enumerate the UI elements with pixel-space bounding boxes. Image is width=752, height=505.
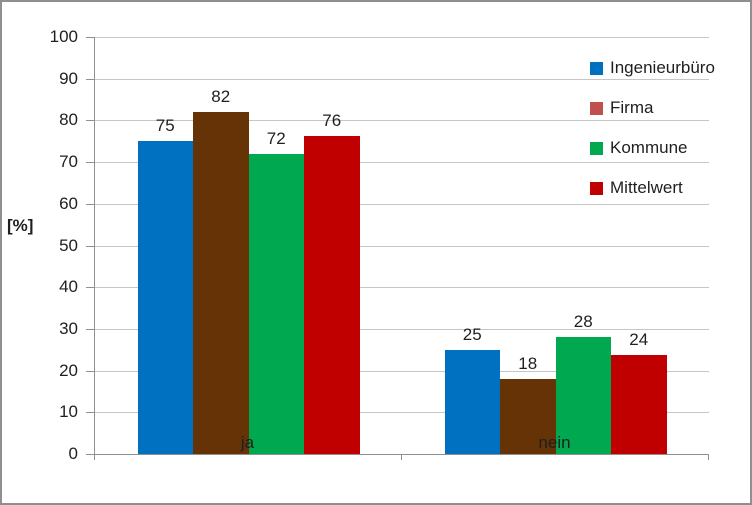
legend-item-kommune: Kommune	[590, 128, 715, 168]
y-tick-mark-100	[86, 37, 94, 38]
plot-area: 75 82 72 76 25 18 28 24	[86, 37, 709, 460]
bar-firma-nein	[500, 378, 556, 454]
bar-value-label-ingenieurbüro-ja: 75	[155, 116, 175, 136]
y-tick-label-20: 20	[59, 360, 78, 380]
bar-value-label-mittelwert-ja: 76	[322, 110, 342, 130]
y-tick-label-50: 50	[59, 235, 78, 255]
gridline-70	[95, 162, 709, 164]
bar-mittelwert-ja	[304, 135, 360, 454]
legend-swatch-mittelwert-icon	[590, 181, 603, 195]
legend-item-mittelwert: Mittelwert	[590, 168, 715, 208]
bar-ingenieurbüro-ja	[137, 141, 193, 454]
legend-label-kommune: Kommune	[610, 138, 688, 157]
bar-value-label-firma-nein: 18	[518, 353, 538, 373]
legend: Ingenieurbüro Firma Kommune Mittelwert	[590, 48, 715, 208]
gridline-40	[95, 287, 709, 289]
gridline-60	[95, 203, 709, 205]
legend-item-ingenieurbuero: Ingenieurbüro	[590, 48, 715, 88]
x-tick-mark-1	[401, 454, 402, 460]
y-tick-mark-30	[86, 328, 94, 330]
bar-mittelwert-nein	[611, 355, 667, 454]
legend-swatch-kommune-icon	[590, 141, 603, 155]
y-tick-label-30: 30	[59, 318, 78, 338]
y-tick-mark-90	[86, 78, 94, 80]
legend-label-firma: Firma	[610, 98, 654, 117]
y-tick-mark-70	[86, 162, 94, 164]
y-tick-label-70: 70	[59, 152, 78, 172]
x-tick-mark-0	[94, 454, 95, 460]
bar-kommune-nein	[555, 337, 611, 454]
legend-item-firma: Firma	[590, 88, 715, 128]
legend-label-ingenieurbuero: Ingenieurbüro	[610, 58, 715, 77]
y-tick-mark-60	[86, 203, 94, 205]
y-tick-mark-80	[86, 120, 94, 122]
y-tick-label-100: 100	[49, 27, 78, 46]
bar-value-label-kommune-ja: 72	[266, 128, 286, 148]
bar-value-label-mittelwert-nein: 24	[629, 330, 649, 350]
x-category-label-nein: nein	[538, 433, 571, 452]
x-category-label-ja: ja	[240, 433, 255, 452]
gridline-90	[95, 78, 709, 80]
y-tick-mark-50	[86, 245, 94, 247]
bar-value-label-firma-ja: 82	[211, 87, 231, 107]
y-tick-label-40: 40	[59, 277, 78, 297]
y-axis-title: [%]	[7, 216, 34, 235]
y-tick-mark-40	[86, 287, 94, 289]
bar-kommune-ja	[248, 153, 304, 454]
y-tick-label-60: 60	[59, 193, 78, 213]
y-tick-label-90: 90	[59, 68, 78, 88]
y-tick-label-0: 0	[68, 444, 78, 463]
legend-swatch-firma-icon	[590, 101, 603, 115]
bar-value-label-ingenieurbüro-nein: 25	[462, 324, 482, 344]
bar-ingenieurbüro-nein	[444, 349, 500, 454]
gridline-80	[95, 120, 709, 122]
legend-swatch-ingenieurbuero-icon	[590, 61, 603, 75]
gridline-50	[95, 245, 709, 247]
gridline-20	[95, 370, 709, 372]
gridline-30	[95, 328, 709, 330]
y-tick-mark-20	[86, 370, 94, 372]
x-tick-mark-2	[708, 454, 709, 460]
gridline-100	[95, 37, 709, 38]
gridline-10	[95, 412, 709, 414]
bar-value-label-kommune-nein: 28	[573, 312, 593, 332]
y-tick-mark-0	[86, 454, 94, 455]
y-tick-label-10: 10	[59, 402, 78, 422]
y-tick-label-80: 80	[59, 110, 78, 130]
legend-label-mittelwert: Mittelwert	[610, 178, 683, 197]
bar-firma-ja	[193, 112, 249, 454]
y-tick-mark-10	[86, 412, 94, 414]
